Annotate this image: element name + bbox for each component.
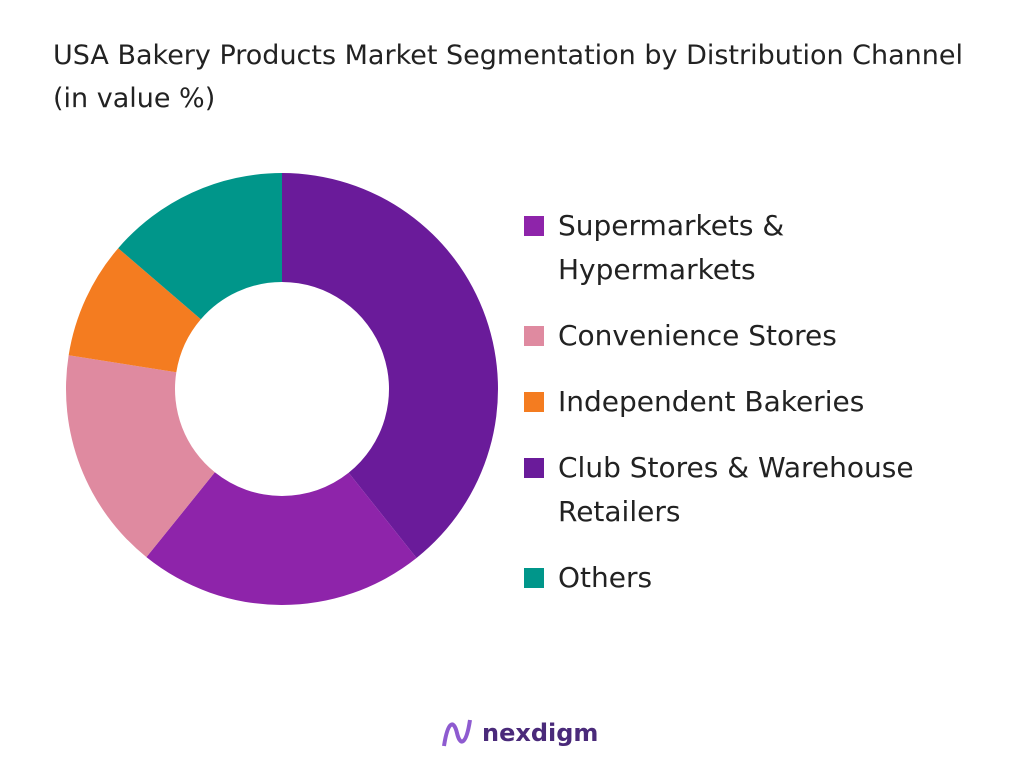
donut-slice — [282, 173, 498, 558]
footer-text: nexdigm — [482, 719, 599, 747]
legend-item: Supermarkets & Hypermarkets — [524, 204, 994, 292]
donut-slice — [146, 472, 417, 605]
legend-item: Others — [524, 556, 994, 600]
legend-item: Club Stores & Warehouse Retailers — [524, 446, 994, 534]
donut-slice — [66, 355, 215, 558]
legend-item: Independent Bakeries — [524, 380, 994, 424]
legend-swatch — [524, 326, 544, 346]
chart-title: USA Bakery Products Market Segmentation … — [53, 40, 964, 114]
legend-swatch — [524, 216, 544, 236]
donut-slice — [118, 173, 283, 320]
legend-label: Others — [558, 561, 653, 594]
legend: Supermarkets & Hypermarkets Convenience S… — [524, 204, 994, 622]
legend-swatch — [524, 568, 544, 588]
logo — [442, 719, 472, 747]
legend-swatch — [524, 458, 544, 478]
legend-item: Convenience Stores — [524, 314, 994, 358]
footer: nexdigm — [440, 716, 598, 750]
legend-label: Independent Bakeries — [558, 385, 865, 418]
legend-label: Supermarkets & Hypermarkets — [558, 209, 785, 286]
legend-swatch — [524, 392, 544, 412]
legend-label: Convenience Stores — [558, 319, 837, 352]
donut-slice — [68, 248, 201, 373]
legend-label: Club Stores & Warehouse Retailers — [558, 451, 914, 528]
